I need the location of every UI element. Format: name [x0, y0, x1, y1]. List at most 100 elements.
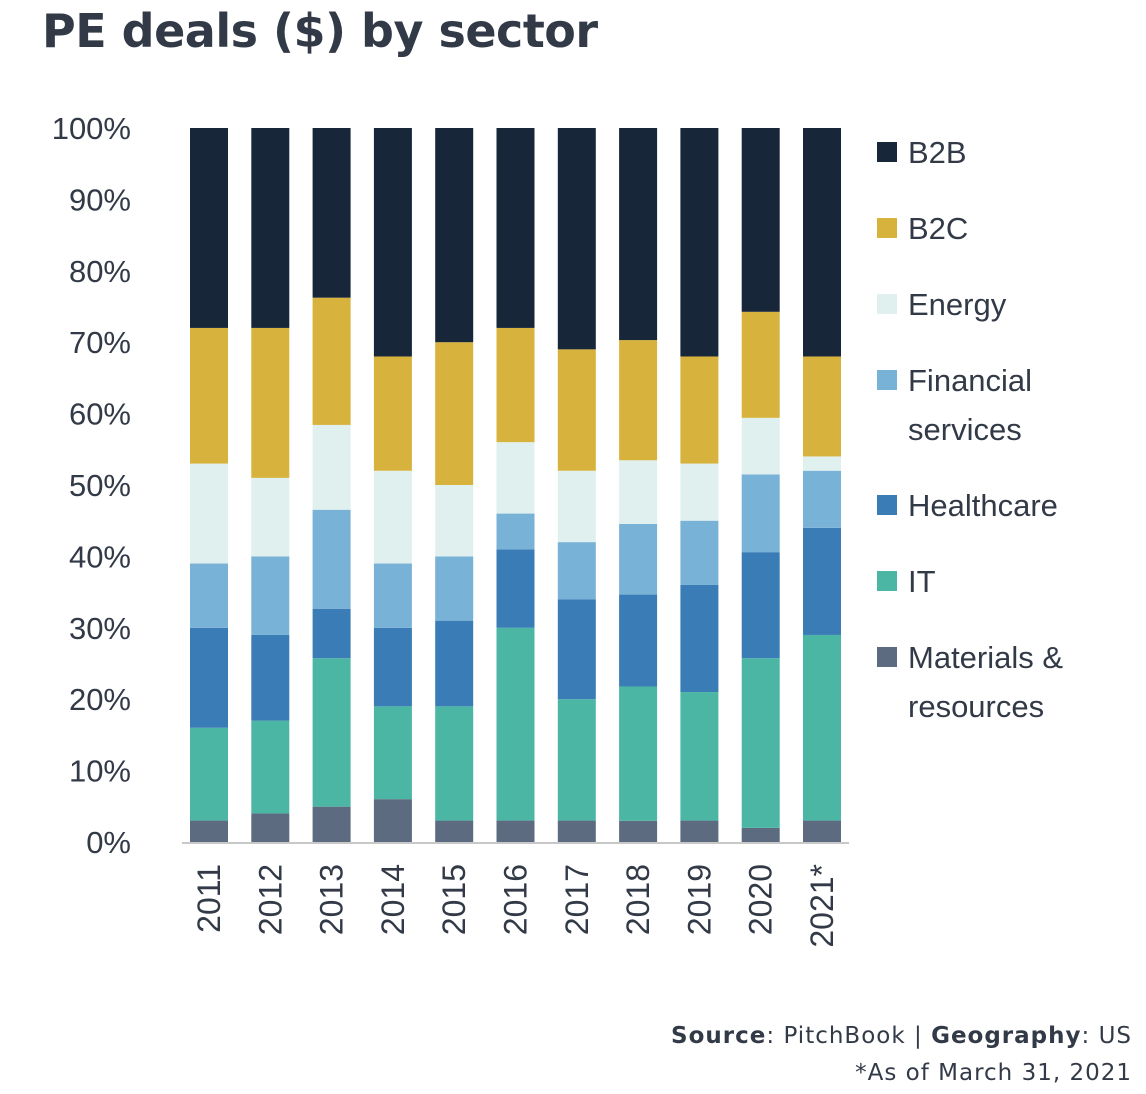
bar-b2c-2015 [435, 342, 474, 485]
bar-b2c-2013 [312, 297, 351, 425]
y-tick-label: 80% [69, 254, 131, 289]
bar-b2b-2017 [557, 128, 596, 350]
source-line: Source: PitchBook | Geography: US [671, 1023, 1132, 1049]
legend-swatch-materials-resources [877, 647, 897, 667]
x-tick-label: 2018 [620, 864, 656, 935]
bar-financial-services-2013 [312, 509, 351, 609]
bar-materials-resources-2015 [435, 820, 474, 842]
bar-b2b-2021 [803, 128, 841, 357]
bar-materials-resources-2013 [312, 806, 351, 842]
bar-energy-2014 [373, 470, 412, 564]
x-tick-label: 2011 [191, 864, 227, 933]
bar-it-2013 [312, 658, 351, 807]
x-axis-ticks: 2011 2012 2013 2014 2015 2016 2017 2018 2019 2020… [191, 864, 840, 948]
legend-swatch-it [877, 571, 897, 591]
bar-it-2018 [619, 686, 658, 821]
legend: B2B B2C Energy Financial services Healthcare I… [877, 135, 1063, 724]
x-tick-label: 2021* [804, 864, 840, 948]
bar-healthcare-2011 [190, 627, 228, 728]
bar-b2c-2011 [190, 327, 228, 464]
bar-healthcare-2012 [251, 634, 290, 721]
legend-swatch-energy [877, 294, 897, 314]
bar-healthcare-2020 [741, 552, 780, 659]
footnote: *As of March 31, 2021 [855, 1060, 1132, 1086]
bar-b2c-2016 [496, 327, 535, 443]
geography-value: US [1098, 1023, 1132, 1049]
bar-b2b-2016 [496, 128, 535, 328]
bar-healthcare-2014 [373, 627, 412, 707]
bar-it-2015 [435, 706, 474, 821]
chart-title: PE deals ($) by sector [42, 4, 598, 58]
y-tick-label: 50% [69, 468, 131, 503]
bar-b2b-2011 [190, 128, 228, 328]
bar-b2c-2014 [373, 356, 412, 471]
legend-label: services [908, 412, 1022, 447]
bar-materials-resources-2021 [803, 820, 841, 842]
bar-it-2014 [373, 706, 412, 800]
bar-it-2016 [496, 627, 535, 821]
bar-financial-services-2015 [435, 556, 474, 621]
x-tick-label: 2020 [743, 864, 779, 935]
x-tick-label: 2015 [436, 864, 472, 935]
legend-label: Healthcare [908, 488, 1058, 523]
bar-b2b-2013 [312, 128, 351, 298]
bar-financial-services-2019 [680, 520, 719, 585]
legend-swatch-financial-services [877, 370, 897, 390]
bar-healthcare-2015 [435, 620, 474, 707]
bar-b2b-2020 [741, 128, 780, 312]
legend-label: Financial [908, 363, 1032, 398]
bar-financial-services-2018 [619, 523, 658, 595]
source-label: Source [671, 1023, 767, 1049]
bar-b2b-2014 [373, 128, 412, 357]
x-tick-label: 2017 [559, 864, 595, 935]
bar-b2b-2015 [435, 128, 474, 343]
bar-materials-resources-2016 [496, 820, 535, 842]
source-separator: | [914, 1023, 923, 1049]
bar-energy-2013 [312, 424, 351, 510]
bar-materials-resources-2014 [373, 799, 412, 842]
bar-energy-2019 [680, 463, 719, 521]
bar-b2c-2012 [251, 327, 290, 478]
bars-group [190, 128, 841, 842]
bar-financial-services-2020 [741, 474, 780, 553]
bar-b2b-2019 [680, 128, 719, 357]
bar-energy-2015 [435, 485, 474, 557]
bar-materials-resources-2020 [741, 827, 780, 842]
bar-it-2020 [741, 658, 780, 828]
bar-it-2017 [557, 699, 596, 821]
bar-energy-2021 [803, 456, 841, 471]
stacked-bar-chart: 0%10%20%30%40%50%60%70%80%90%100% 2011 20… [52, 111, 1064, 948]
bar-healthcare-2017 [557, 599, 596, 700]
bar-financial-services-2012 [251, 556, 290, 635]
y-tick-label: 70% [69, 325, 131, 360]
bar-b2c-2019 [680, 356, 719, 464]
legend-label: resources [908, 689, 1044, 724]
legend-swatch-b2c [877, 218, 897, 238]
x-tick-label: 2013 [314, 864, 350, 935]
bar-materials-resources-2018 [619, 820, 658, 842]
bar-financial-services-2021 [803, 470, 841, 528]
bar-it-2019 [680, 692, 719, 821]
bar-b2c-2017 [557, 349, 596, 471]
y-tick-label: 10% [69, 754, 131, 789]
bar-healthcare-2013 [312, 608, 351, 659]
legend-label: B2B [908, 135, 967, 170]
bar-b2b-2012 [251, 128, 290, 328]
bar-it-2021 [803, 634, 841, 821]
x-tick-label: 2012 [252, 864, 288, 935]
bar-energy-2017 [557, 470, 596, 543]
bar-healthcare-2021 [803, 527, 841, 635]
source-note: Source: PitchBook | Geography: US *As of… [671, 1018, 1132, 1092]
bar-energy-2020 [741, 417, 780, 475]
x-tick-label: 2014 [375, 864, 411, 935]
bar-financial-services-2014 [373, 563, 412, 628]
x-tick-label: 2019 [681, 864, 717, 935]
legend-label: Materials & [908, 640, 1063, 675]
bar-financial-services-2011 [190, 563, 228, 628]
bar-b2c-2018 [619, 340, 658, 461]
x-tick-label: 2016 [498, 864, 534, 935]
y-axis-ticks: 0% 10% 20% 30% 40% 50% 60% 70% 80% 90% 100% [52, 111, 131, 860]
bar-healthcare-2019 [680, 584, 719, 693]
bar-financial-services-2017 [557, 542, 596, 600]
bar-materials-resources-2019 [680, 820, 719, 842]
